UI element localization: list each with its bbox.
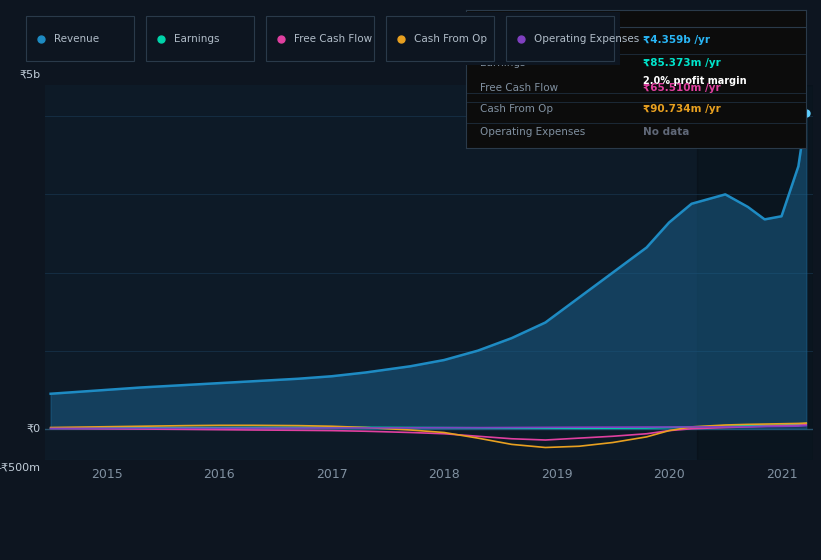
Text: ₹65.510m /yr: ₹65.510m /yr bbox=[643, 83, 720, 93]
Text: ₹0: ₹0 bbox=[27, 424, 41, 434]
Text: ₹4.359b /yr: ₹4.359b /yr bbox=[643, 35, 710, 45]
Text: Operating Expenses: Operating Expenses bbox=[534, 34, 640, 44]
Text: -₹500m: -₹500m bbox=[0, 463, 41, 473]
Text: Free Cash Flow: Free Cash Flow bbox=[294, 34, 373, 44]
Text: ₹85.373m /yr: ₹85.373m /yr bbox=[643, 58, 721, 68]
Text: 2.0% profit margin: 2.0% profit margin bbox=[643, 76, 746, 86]
Text: Revenue: Revenue bbox=[479, 35, 525, 45]
Text: Mar 31 2021: Mar 31 2021 bbox=[479, 17, 562, 30]
FancyBboxPatch shape bbox=[386, 16, 494, 61]
Text: Earnings: Earnings bbox=[174, 34, 220, 44]
Bar bbox=[697, 85, 813, 460]
Text: ₹5b: ₹5b bbox=[20, 69, 41, 80]
Text: Revenue: Revenue bbox=[54, 34, 99, 44]
FancyBboxPatch shape bbox=[506, 16, 614, 61]
Text: No data: No data bbox=[643, 127, 689, 137]
FancyBboxPatch shape bbox=[146, 16, 254, 61]
Text: ₹90.734m /yr: ₹90.734m /yr bbox=[643, 104, 721, 114]
FancyBboxPatch shape bbox=[26, 16, 134, 61]
Text: Free Cash Flow: Free Cash Flow bbox=[479, 83, 557, 93]
Text: Cash From Op: Cash From Op bbox=[415, 34, 487, 44]
Text: Earnings: Earnings bbox=[479, 58, 525, 68]
Text: Cash From Op: Cash From Op bbox=[479, 104, 553, 114]
Text: Operating Expenses: Operating Expenses bbox=[479, 127, 585, 137]
FancyBboxPatch shape bbox=[266, 16, 374, 61]
